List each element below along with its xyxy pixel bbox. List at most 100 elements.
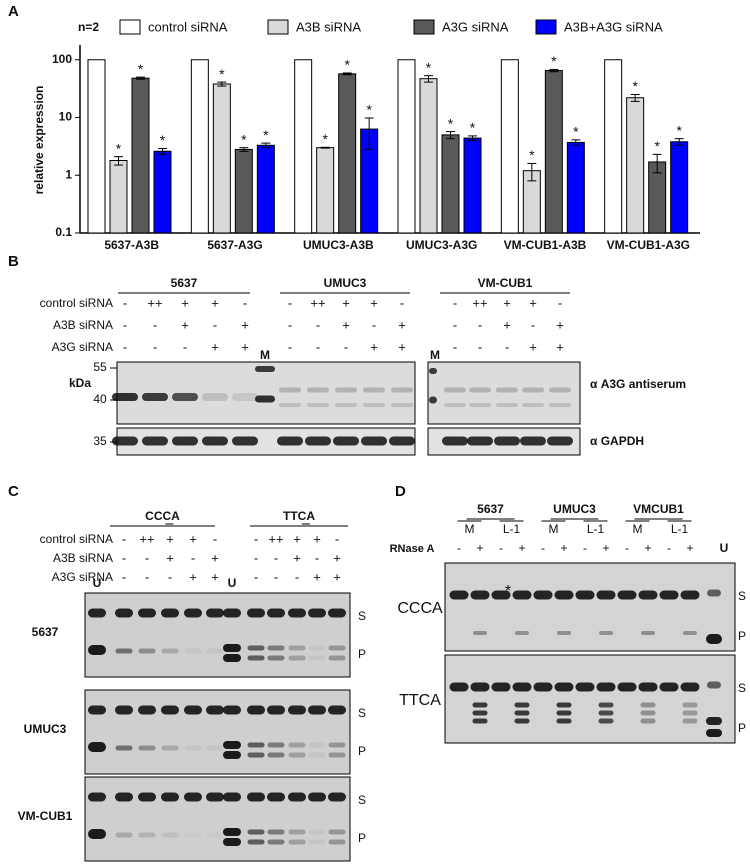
antibody-label: α GAPDH — [590, 434, 644, 448]
x-tick-label: UMUC3-A3B — [303, 238, 374, 252]
substrate-label: CCCA — [145, 509, 180, 523]
gel-band — [138, 648, 156, 654]
gel-band — [442, 436, 468, 446]
significance-marker: * — [470, 120, 476, 136]
gel-band — [599, 631, 613, 635]
treatment-sign: + — [211, 295, 219, 310]
gel-band — [142, 436, 168, 446]
treatment-sign: - — [558, 295, 562, 310]
treatment-sign: + — [503, 317, 511, 332]
significance-marker: * — [448, 115, 454, 131]
treatment-sign: + — [333, 569, 341, 584]
significance-marker: * — [366, 102, 372, 118]
treatment-sign: - — [145, 569, 149, 584]
enzyme-sign: + — [644, 541, 651, 555]
treatment-sign: + — [529, 339, 537, 354]
significance-marker: * — [219, 66, 225, 82]
enzyme-sign: - — [541, 541, 545, 555]
gel-band — [247, 829, 265, 835]
fraction-label: M — [549, 522, 559, 536]
gel-band — [247, 742, 265, 748]
gel-band — [255, 366, 275, 372]
enzyme-sign: - — [667, 541, 671, 555]
treatment-sign: + — [313, 569, 321, 584]
bar — [153, 150, 172, 234]
gel-band — [267, 655, 285, 661]
untreated-label: U — [720, 541, 729, 555]
treatment-sign: - — [315, 550, 319, 565]
gel-band — [88, 829, 106, 839]
treatment-sign: + — [333, 550, 341, 565]
gel-band — [308, 608, 326, 618]
treatment-label: A3G siRNA — [52, 340, 113, 354]
gel-band — [288, 792, 306, 802]
bar — [604, 59, 623, 234]
significance-marker: * — [322, 131, 328, 147]
gel-band — [328, 608, 346, 618]
gel-band — [706, 717, 722, 725]
cell-line-label: 5637 — [32, 625, 59, 639]
bar — [397, 59, 416, 234]
gel-band — [469, 387, 491, 393]
error-bar — [239, 147, 249, 152]
gel-band — [247, 645, 265, 651]
treatment-sign: - — [213, 317, 217, 332]
gel-band — [255, 395, 275, 403]
significance-marker: * — [160, 132, 166, 148]
gel-band — [88, 608, 106, 618]
gel-band — [184, 648, 202, 654]
error-bar — [527, 162, 537, 182]
gel-band — [549, 403, 571, 407]
bar — [87, 59, 106, 234]
treatment-sign: + — [293, 531, 301, 546]
significance-marker: * — [116, 140, 122, 156]
treatment-sign: ++ — [139, 531, 154, 546]
band-label: P — [738, 721, 746, 735]
gel-band — [138, 608, 156, 618]
gel-band — [207, 833, 224, 838]
enzyme-sign: - — [625, 541, 629, 555]
gel-band — [138, 792, 156, 802]
gel-band — [308, 655, 326, 661]
gel-band — [308, 839, 326, 845]
gel-band — [247, 655, 265, 661]
gel-band — [288, 829, 306, 835]
treatment-sign: ++ — [472, 295, 487, 310]
enzyme-label: RNase A — [390, 543, 435, 555]
treatment-sign: - — [453, 295, 457, 310]
gel-band — [598, 718, 614, 724]
band-label: S — [358, 793, 366, 807]
treatment-sign: - — [274, 550, 278, 565]
legend-swatch — [535, 19, 557, 35]
treatment-sign: - — [145, 550, 149, 565]
treatment-sign: - — [316, 339, 320, 354]
gel-band — [115, 648, 133, 654]
y-axis-label: relative expression — [32, 86, 46, 195]
gel-band — [288, 705, 306, 715]
band-label: P — [358, 744, 366, 758]
bar — [212, 83, 231, 234]
treatment-sign: + — [189, 531, 197, 546]
legend-swatch — [267, 19, 289, 35]
treatment-sign: - — [372, 317, 376, 332]
bar — [131, 77, 150, 234]
enzyme-sign: + — [686, 541, 693, 555]
gel-band — [682, 710, 698, 716]
treatment-sign: - — [453, 317, 457, 332]
error-bar — [446, 131, 455, 140]
gel-band — [247, 839, 265, 845]
gel-band — [512, 682, 532, 692]
error-bar — [549, 68, 559, 73]
gel-band — [138, 832, 156, 838]
legend-label: control siRNA — [148, 19, 228, 34]
significance-marker: * — [573, 124, 579, 140]
gel-band — [288, 645, 306, 651]
treatment-sign: ++ — [268, 531, 283, 546]
gel-band — [115, 608, 133, 618]
treatment-sign: - — [478, 317, 482, 332]
group-label: VM-CUB1 — [478, 276, 533, 290]
gel-band — [305, 436, 331, 446]
gel-band — [267, 645, 285, 651]
